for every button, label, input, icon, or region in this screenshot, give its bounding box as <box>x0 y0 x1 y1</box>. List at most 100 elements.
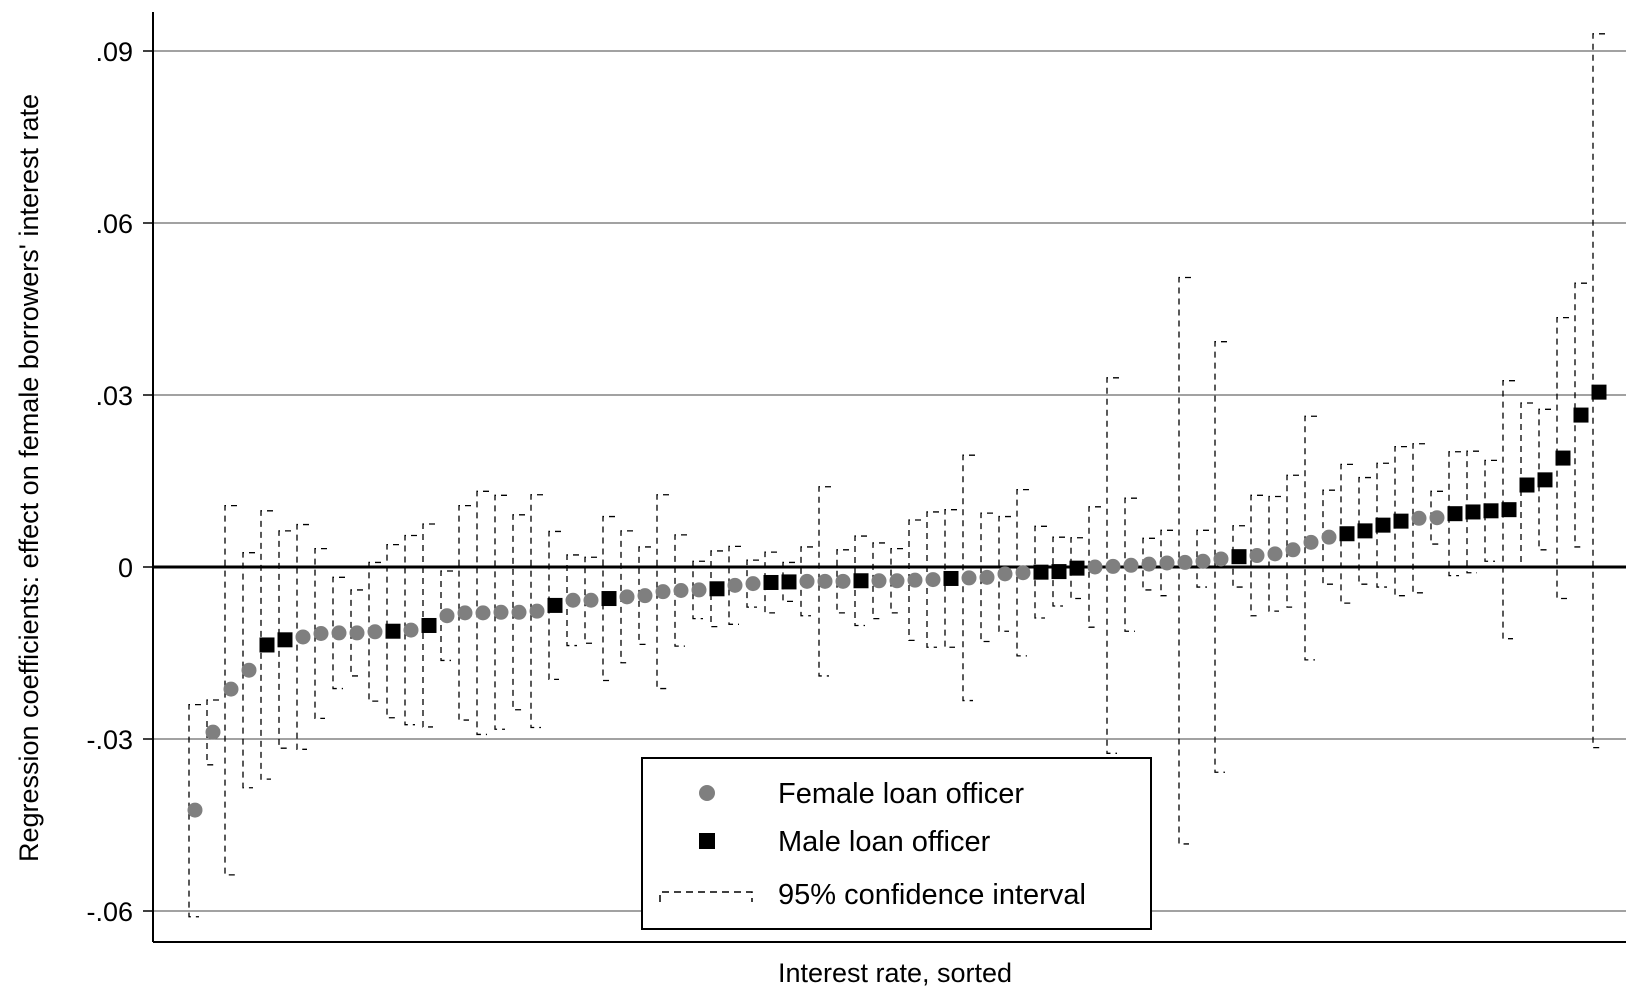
ci-bracket <box>818 486 831 677</box>
ci-bracket <box>782 561 795 603</box>
point-female <box>1411 510 1427 526</box>
point-female <box>1267 546 1283 562</box>
legend: Female loan officer Male loan officer 95… <box>641 757 1152 930</box>
point-female <box>583 592 599 608</box>
point-female <box>889 573 905 589</box>
ci-bracket <box>980 512 993 643</box>
point-female <box>727 577 743 593</box>
ci-bracket <box>1484 459 1497 562</box>
point-male <box>853 573 869 589</box>
ci-bracket <box>350 589 363 677</box>
ci-bracket <box>512 514 525 711</box>
ci-bracket <box>1178 276 1191 845</box>
point-female <box>655 584 671 600</box>
point-female <box>691 582 707 598</box>
legend-label-male: Male loan officer <box>778 826 991 858</box>
ci-bracket <box>1466 450 1479 574</box>
point-male <box>1537 472 1553 488</box>
point-female <box>511 604 527 620</box>
point-female <box>817 573 833 589</box>
legend-label-female: Female loan officer <box>778 778 1024 810</box>
point-male <box>1519 477 1535 493</box>
ci-bracket <box>764 551 777 614</box>
point-female <box>331 625 347 641</box>
point-female <box>565 592 581 608</box>
legend-marker-male <box>699 833 715 849</box>
point-female <box>1105 558 1121 574</box>
point-male <box>601 591 617 607</box>
ci-bracket <box>404 534 417 726</box>
point-female <box>1321 529 1337 545</box>
point-male <box>1591 384 1607 400</box>
point-female <box>997 566 1013 582</box>
point-female <box>439 608 455 624</box>
point-female <box>619 589 635 605</box>
point-female <box>493 604 509 620</box>
ci-bracket <box>386 543 399 719</box>
ci-bracket <box>494 494 507 730</box>
ci-bracket <box>1358 476 1371 585</box>
point-female <box>457 605 473 621</box>
point-male <box>709 581 725 597</box>
ci-bracket <box>1556 316 1569 600</box>
ci-bracket <box>1394 445 1407 597</box>
point-male <box>1231 549 1247 565</box>
point-male <box>1357 523 1373 539</box>
point-male <box>277 632 293 648</box>
point-female <box>925 572 941 588</box>
ci-bracket <box>1088 506 1101 628</box>
ci-bracket <box>1250 494 1263 617</box>
point-female <box>745 576 761 592</box>
ci-bracket <box>314 548 327 720</box>
ci-bracket <box>1016 488 1029 657</box>
point-female <box>1141 556 1157 572</box>
legend-marker-ci <box>659 891 753 902</box>
ci-bracket <box>1196 529 1209 588</box>
x-axis-title: Interest rate, sorted <box>778 958 1012 988</box>
point-male <box>1465 504 1481 520</box>
point-male <box>385 623 401 639</box>
ci-bracket <box>548 530 561 681</box>
y-tick-label: .03 <box>95 381 133 411</box>
legend-box <box>641 757 1152 930</box>
point-female <box>403 622 419 638</box>
point-female <box>205 724 221 740</box>
point-male <box>1069 560 1085 576</box>
point-female <box>313 626 329 642</box>
point-male <box>1555 450 1571 466</box>
point-female <box>637 588 653 604</box>
y-tick-label: .06 <box>95 209 133 239</box>
point-female <box>349 625 365 641</box>
point-female <box>799 573 815 589</box>
point-male <box>1393 513 1409 529</box>
point-female <box>1195 553 1211 569</box>
legend-label-ci: 95% confidence interval <box>778 879 1086 911</box>
point-female <box>1015 565 1031 581</box>
ci-bracket <box>278 530 291 749</box>
ci-bracket <box>1070 537 1083 600</box>
gridlines <box>153 50 1626 912</box>
point-female <box>979 569 995 585</box>
ci-bracket <box>1502 380 1515 640</box>
point-male <box>1447 506 1463 522</box>
ci-bracket <box>530 494 543 729</box>
ci-bracket <box>224 505 237 876</box>
point-female <box>1249 548 1265 564</box>
point-female <box>871 573 887 589</box>
ci-bracket <box>656 494 669 690</box>
ci-bracket <box>458 505 471 721</box>
ci-bracket <box>836 549 849 614</box>
y-tick-label: .09 <box>95 37 133 67</box>
point-female <box>673 583 689 599</box>
point-male <box>781 574 797 590</box>
y-tick-label: -.06 <box>86 897 133 927</box>
point-male <box>1339 526 1355 542</box>
ci-bracket <box>1232 525 1245 588</box>
point-male <box>1375 517 1391 533</box>
y-axis-title: Regression coefficients: effect on femal… <box>14 94 44 862</box>
ci-bracket <box>1376 462 1389 588</box>
point-male <box>943 570 959 586</box>
point-male <box>1573 407 1589 423</box>
point-female <box>529 603 545 619</box>
